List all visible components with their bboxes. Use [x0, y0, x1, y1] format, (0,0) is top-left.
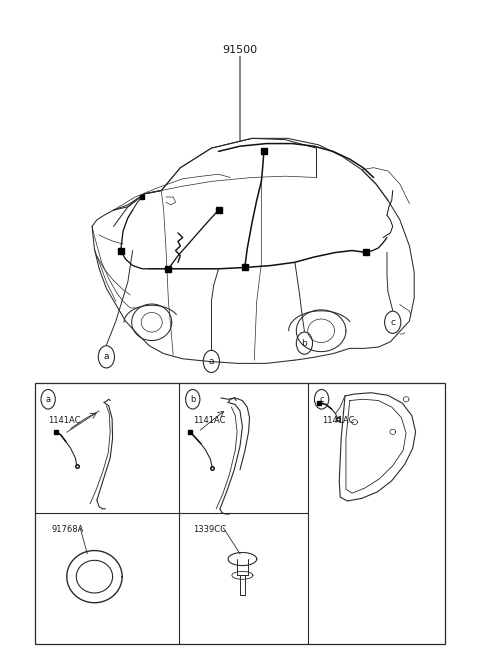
Text: a: a: [46, 395, 51, 403]
Text: 1339CC: 1339CC: [193, 525, 226, 534]
Text: 1141AC: 1141AC: [48, 415, 81, 424]
Text: b: b: [301, 339, 307, 348]
Text: c: c: [319, 395, 324, 403]
Text: 91768A: 91768A: [51, 525, 84, 534]
Text: c: c: [390, 318, 395, 327]
Text: a: a: [209, 357, 214, 366]
Bar: [35, 383, 445, 644]
Text: b: b: [190, 395, 195, 403]
Text: 1141AC: 1141AC: [193, 415, 225, 424]
Text: 1141AC: 1141AC: [322, 415, 354, 424]
Text: 91500: 91500: [222, 45, 258, 55]
Text: a: a: [104, 352, 109, 362]
